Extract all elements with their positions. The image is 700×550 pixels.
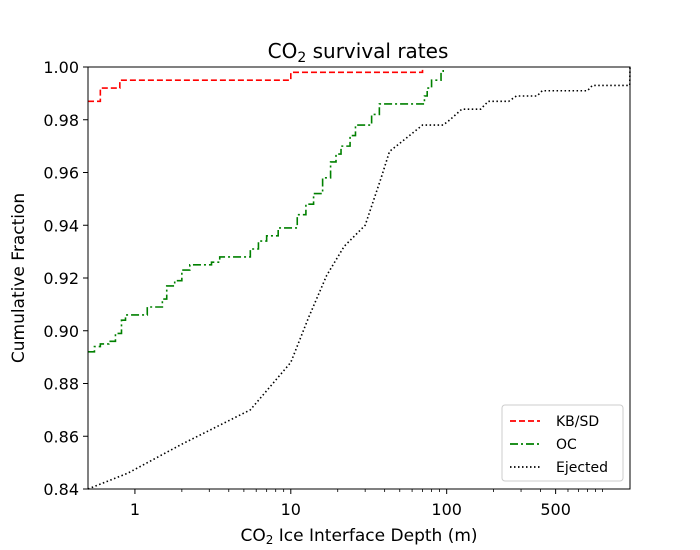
y-tick-label: 0.92 (43, 269, 79, 288)
y-tick-label: 0.98 (43, 111, 79, 130)
x-tick-label: 10 (281, 500, 301, 519)
legend-label: KB/SD (556, 414, 599, 430)
series-line-kb-sd (88, 67, 424, 103)
y-tick-label: 0.94 (43, 216, 79, 235)
x-axis-title: CO2 Ice Interface Depth (m) (240, 526, 477, 547)
x-tick-label: 1 (130, 500, 140, 519)
y-tick-label: 0.96 (43, 164, 79, 183)
y-tick-label: 0.90 (43, 322, 79, 341)
legend: KB/SD OC Ejected (501, 404, 624, 482)
legend-label: OC (556, 437, 577, 453)
x-axis-ticks: 1 10 100 500 (130, 489, 603, 519)
y-tick-label: 0.88 (43, 375, 79, 394)
series-line-oc (88, 67, 444, 353)
legend-label: Ejected (556, 460, 608, 476)
y-tick-label: 0.86 (43, 427, 79, 446)
x-tick-label: 500 (540, 500, 571, 519)
series-line-ejected (87, 66, 631, 490)
chart-title: CO2 survival rates (268, 39, 449, 66)
series-layer (87, 66, 631, 490)
legend-box (501, 404, 624, 482)
y-axis-title: Cumulative Fraction (9, 193, 29, 363)
x-tick-label: 100 (431, 500, 462, 519)
y-axis-ticks: 0.84 0.86 0.88 0.90 0.92 0.94 0.96 0.98 1.00 (43, 58, 88, 499)
y-tick-label: 0.84 (43, 480, 79, 499)
y-tick-label: 1.00 (43, 58, 79, 77)
